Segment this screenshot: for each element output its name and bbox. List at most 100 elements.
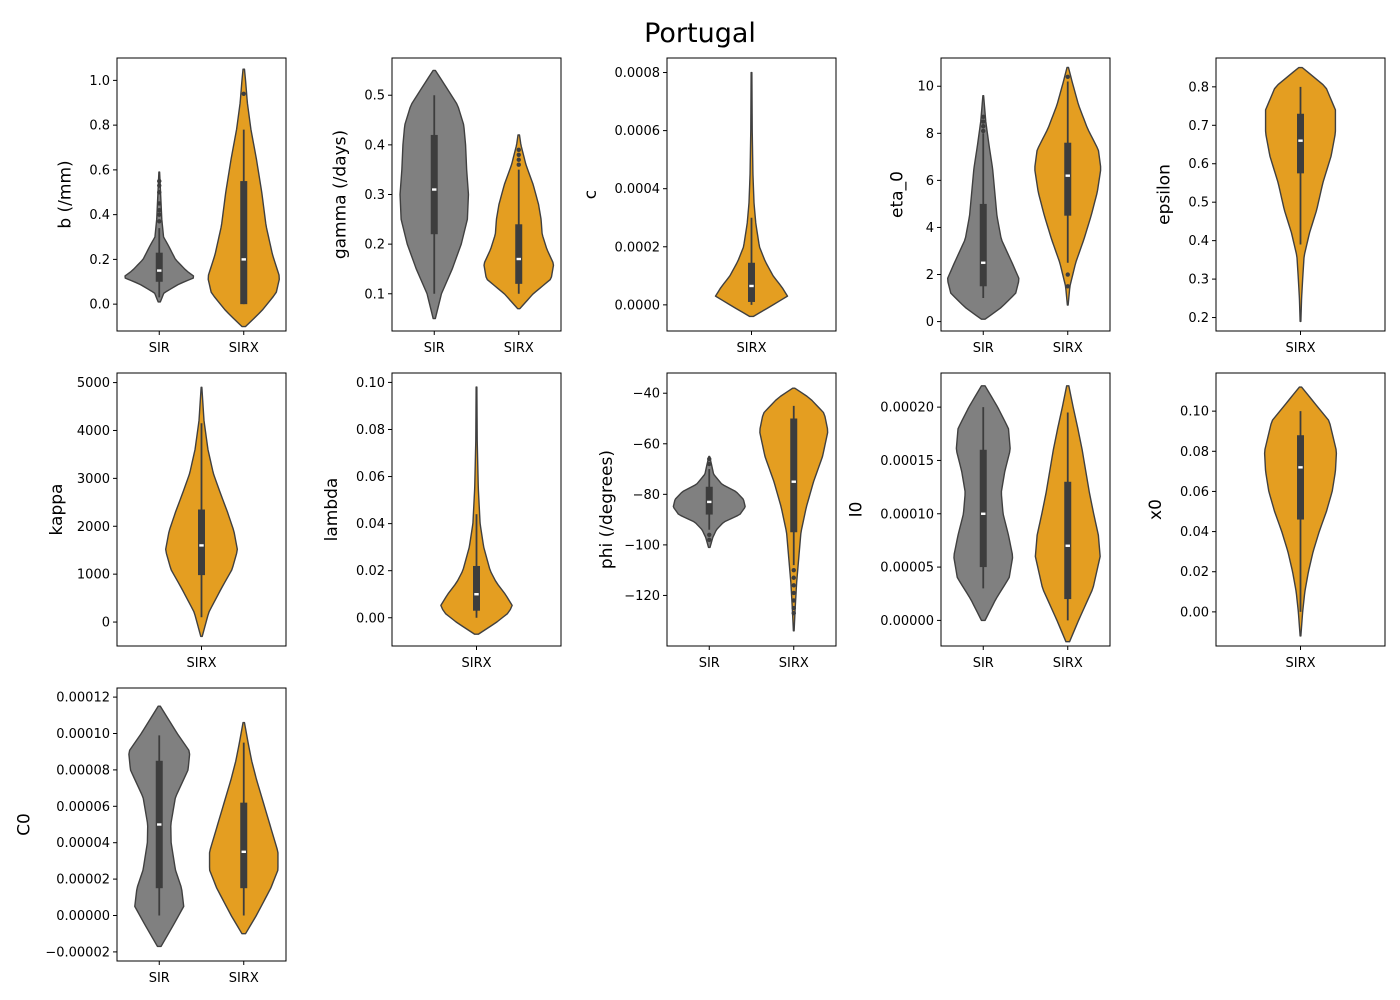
x-tick-label: SIRX bbox=[736, 341, 766, 356]
y-tick-label: 0.00 bbox=[356, 611, 385, 626]
y-tick-label: −60 bbox=[633, 437, 660, 452]
y-tick-label: −120 bbox=[624, 589, 660, 604]
subplot-gamma: 0.1 0.2 0.3 0.4 0.5 gamma (/days) SIR SIRX bbox=[330, 57, 562, 356]
subplot-kappa: 0 1000 2000 3000 4000 5000 kappa SIRX bbox=[47, 372, 287, 671]
outlier-point bbox=[1065, 74, 1070, 80]
y-tick-label: 0.00 bbox=[1180, 605, 1209, 620]
y-tick-label: −40 bbox=[633, 387, 660, 402]
iqr-box bbox=[979, 203, 987, 287]
y-tick-label: 0.00006 bbox=[56, 800, 110, 815]
y-tick-label: −0.00002 bbox=[45, 945, 110, 960]
y-tick-label: 0.04 bbox=[1180, 525, 1209, 540]
y-tick-label: 0.0 bbox=[89, 298, 110, 313]
y-tick-label: 0.4 bbox=[89, 208, 110, 223]
y-tick-label: 0.7 bbox=[1188, 119, 1209, 134]
y-tick-label: 0.00020 bbox=[880, 401, 934, 416]
outlier-point bbox=[791, 598, 796, 603]
median-mark bbox=[199, 544, 204, 547]
y-tick-label: 0.8 bbox=[1188, 80, 1209, 95]
median-mark bbox=[157, 269, 162, 272]
y-tick-label: 0.00008 bbox=[56, 763, 110, 778]
x-tick-label: SIRX bbox=[1053, 341, 1083, 356]
axes-frame bbox=[940, 372, 1111, 647]
y-tick-label: 0.02 bbox=[356, 564, 385, 579]
outlier-point bbox=[981, 128, 986, 134]
subplot-i0: 0.00000 0.00005 0.00010 0.00015 0.00020 I0 SIR… bbox=[847, 372, 1111, 671]
subplot-c0: −0.00002 0.00000 0.00002 0.00004 0.00006 0.00… bbox=[14, 687, 287, 986]
y-axis-label: gamma (/days) bbox=[330, 130, 350, 259]
outlier-point bbox=[1065, 272, 1070, 277]
y-tick-label: 0.0006 bbox=[615, 124, 661, 139]
outlier-point bbox=[707, 537, 712, 543]
y-tick-label: 1000 bbox=[77, 568, 110, 583]
outlier-point bbox=[981, 119, 986, 124]
iqr-box bbox=[790, 418, 798, 533]
x-tick-label: SIRX bbox=[229, 971, 259, 986]
subplot-phi: −120 −100 −80 −60 −40 phi (/degrees) SIR SIRX bbox=[597, 372, 837, 671]
outlier-point bbox=[157, 219, 162, 224]
median-mark bbox=[157, 823, 162, 826]
y-axis-label: x0 bbox=[1146, 499, 1166, 520]
x-tick-label: SIR bbox=[699, 656, 720, 671]
y-tick-label: 0.00004 bbox=[56, 836, 110, 851]
y-tick-label: 0.0008 bbox=[615, 66, 661, 81]
y-tick-label: 0.4 bbox=[364, 138, 385, 153]
x-tick-label: SIRX bbox=[461, 656, 491, 671]
y-tick-label: 6 bbox=[926, 174, 934, 189]
median-mark bbox=[241, 258, 246, 261]
y-tick-label: 0.6 bbox=[89, 163, 110, 178]
y-tick-label: 0.10 bbox=[1180, 405, 1209, 420]
median-mark bbox=[791, 480, 796, 483]
subplot-epsilon: 0.2 0.3 0.4 0.5 0.6 0.7 0.8 epsilon SIRX bbox=[1154, 57, 1386, 356]
y-tick-label: 0.06 bbox=[1180, 485, 1209, 500]
y-axis-label: I0 bbox=[847, 502, 867, 518]
outlier-point bbox=[241, 91, 246, 97]
y-axis-label: kappa bbox=[47, 484, 67, 536]
y-tick-label: 1.0 bbox=[89, 74, 110, 89]
y-tick-label: 0.00002 bbox=[56, 873, 110, 888]
x-tick-label: SIRX bbox=[1053, 656, 1083, 671]
axes-frame bbox=[666, 372, 837, 647]
iqr-box bbox=[473, 565, 480, 611]
y-tick-label: 0 bbox=[102, 616, 110, 631]
axes-frame bbox=[116, 687, 287, 962]
y-tick-label: 3000 bbox=[77, 472, 110, 487]
outlier-point bbox=[791, 605, 796, 611]
outlier-point bbox=[1065, 284, 1070, 289]
y-tick-label: 0.0000 bbox=[615, 298, 661, 313]
x-tick-label: SIRX bbox=[1285, 341, 1315, 356]
x-tick-label: SIRX bbox=[1285, 656, 1315, 671]
y-tick-label: 0.00012 bbox=[56, 691, 110, 706]
outlier-point bbox=[707, 456, 712, 462]
y-tick-label: 0.6 bbox=[1188, 157, 1209, 172]
outlier-point bbox=[157, 190, 162, 195]
iqr-box bbox=[1064, 481, 1072, 600]
x-tick-label: SIRX bbox=[186, 656, 216, 671]
y-tick-label: 0.5 bbox=[364, 89, 385, 104]
y-axis-label: c bbox=[581, 190, 601, 199]
outlier-point bbox=[157, 183, 162, 188]
y-axis-label: lambda bbox=[322, 478, 342, 542]
iqr-box bbox=[240, 181, 248, 305]
outlier-point bbox=[707, 461, 712, 467]
subplot-c: 0.0000 0.0002 0.0004 0.0006 0.0008 c SIRX bbox=[581, 57, 837, 356]
outlier-point bbox=[791, 583, 796, 588]
median-mark bbox=[749, 284, 754, 288]
y-tick-label: 0 bbox=[926, 315, 934, 330]
y-tick-label: 8 bbox=[926, 127, 934, 142]
y-axis-label: b (/mm) bbox=[55, 160, 75, 228]
iqr-box bbox=[430, 134, 438, 235]
violin-sirx bbox=[714, 71, 789, 318]
y-tick-label: 0.5 bbox=[1188, 196, 1209, 211]
x-tick-label: SIR bbox=[149, 341, 170, 356]
y-tick-label: −80 bbox=[633, 488, 660, 503]
y-tick-label: 0.2 bbox=[364, 238, 385, 253]
y-tick-label: 0.10 bbox=[356, 376, 385, 391]
y-tick-label: 0.00010 bbox=[56, 727, 110, 742]
outlier-point bbox=[516, 147, 521, 153]
y-tick-label: 0.06 bbox=[356, 470, 385, 485]
y-tick-label: 0.00005 bbox=[880, 561, 934, 576]
y-tick-label: 0.02 bbox=[1180, 565, 1209, 580]
x-tick-label: SIR bbox=[973, 656, 994, 671]
